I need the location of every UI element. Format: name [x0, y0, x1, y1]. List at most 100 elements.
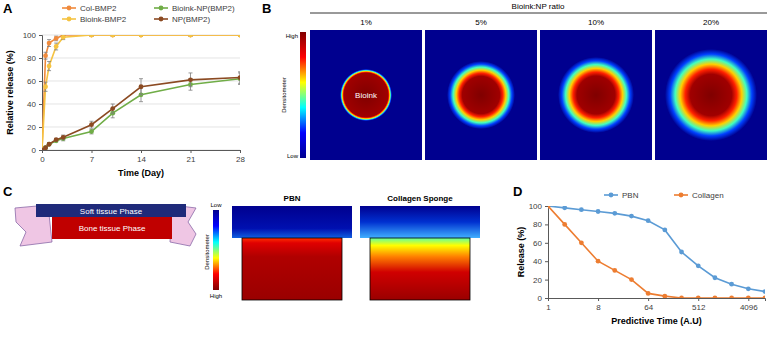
y-tick: 100 [23, 31, 42, 40]
x-tick: 0 [40, 150, 45, 164]
series-marker [238, 75, 240, 80]
image-title: PBN [284, 194, 301, 203]
grid-line [42, 58, 240, 59]
panel-label: A [3, 1, 13, 16]
panel-label: B [262, 1, 271, 16]
y-axis-line [39, 36, 43, 151]
y-tick-label: 100 [529, 202, 543, 211]
y-tick: 60 [27, 77, 42, 86]
series-marker [110, 35, 115, 37]
series-marker [54, 44, 59, 49]
legend-item: Bioink-NP(BMP2) [154, 4, 235, 13]
plot-area [548, 206, 765, 298]
error-bar [61, 135, 65, 140]
error-bar-cap [54, 49, 58, 50]
x-tick-label: 28 [236, 155, 245, 164]
error-bar [90, 121, 94, 128]
series-marker [139, 84, 144, 89]
series-marker [61, 35, 66, 40]
x-tick-label: 1 [546, 303, 551, 312]
error-bar-cap [238, 83, 240, 84]
error-bar-cap [238, 84, 240, 85]
column-label: 1% [360, 18, 372, 27]
series-marker [188, 77, 193, 82]
series-line [548, 206, 765, 298]
y-tick-label: 60 [533, 239, 542, 248]
x-tick-label: 64 [644, 303, 653, 312]
bone-phase-field [242, 238, 342, 300]
column-label: 5% [475, 18, 487, 27]
diffusion-profile [447, 61, 515, 129]
colorbar-label: High [286, 33, 298, 39]
colorbar-title: Densitometer [281, 77, 287, 113]
legend-label: Collagen [692, 191, 724, 200]
y-tick-mark [39, 58, 42, 59]
y-tick-mark [39, 81, 42, 82]
error-bar-cap [47, 70, 51, 71]
series-marker [61, 135, 66, 140]
y-tick-mark [545, 280, 548, 281]
x-tick-mark [698, 298, 699, 301]
x-tick-mark [141, 150, 142, 153]
colorbar-label: Low [210, 202, 222, 208]
y-tick-label: 0 [538, 294, 543, 303]
figure: A07142128020406080100Time (Day)Relative … [0, 0, 780, 337]
legend-label: Col-BMP2 [80, 4, 117, 13]
x-axis-line [549, 299, 766, 302]
y-tick-mark [545, 298, 548, 299]
series-marker [629, 214, 634, 219]
error-bar-cap [111, 113, 115, 114]
series-marker [139, 35, 144, 37]
x-tick-label: 7 [90, 155, 95, 164]
series-marker [139, 35, 144, 37]
series-marker [89, 35, 94, 37]
legend: Col-BMP2 Bioink-NP(BMP2) Bioink-BMP2 NP(BMP… [62, 4, 235, 24]
x-axis-title: Predictive Time (A.U) [611, 316, 701, 326]
y-tick: 0 [538, 294, 548, 303]
y-tick: 40 [27, 100, 42, 109]
error-bar-cap [111, 104, 115, 105]
y-tick: 40 [533, 257, 548, 266]
series-marker [713, 275, 718, 280]
error-bar-cap [44, 52, 48, 53]
legend-label: Bioink-BMP2 [80, 15, 127, 24]
error-bar-cap [47, 46, 51, 47]
bone-phase-field [370, 238, 470, 300]
series-marker [579, 207, 584, 212]
error-bar-cap [111, 117, 115, 118]
error-bar [54, 43, 58, 50]
y-tick-label: 20 [533, 276, 542, 285]
y-tick: 20 [27, 123, 42, 132]
x-tick-label: 0 [40, 155, 45, 164]
series-marker [746, 286, 751, 291]
series-marker [579, 240, 584, 245]
x-tick-mark [92, 150, 93, 153]
soft-phase-field [360, 206, 480, 238]
soft-tissue-phase [36, 204, 186, 217]
series-marker [646, 291, 651, 296]
legend-item: NP(BMP2) [154, 15, 211, 24]
y-tick-label: 0 [32, 146, 37, 155]
x-tick: 8 [596, 298, 601, 312]
x-tick-mark [191, 150, 192, 153]
y-axis-title: Release (%) [516, 227, 526, 278]
title-rule [310, 13, 767, 14]
y-tick: 0 [32, 146, 42, 155]
center-label: Bioink [355, 91, 378, 100]
series-marker [629, 277, 634, 282]
series-marker [646, 218, 651, 223]
y-tick-label: 80 [27, 54, 36, 63]
colorbar [213, 210, 219, 290]
series-marker [238, 35, 240, 37]
x-tick-label: 8 [596, 303, 601, 312]
x-axis: 07142128 [40, 150, 245, 164]
error-bar [44, 52, 48, 59]
colorbar-label: High [210, 293, 222, 299]
series-marker [596, 209, 601, 214]
series-marker [679, 296, 684, 298]
series-line [42, 78, 240, 150]
error-bar [47, 40, 51, 47]
x-tick: 7 [90, 150, 95, 164]
y-tick: 20 [533, 276, 548, 285]
error-bar [47, 61, 51, 70]
